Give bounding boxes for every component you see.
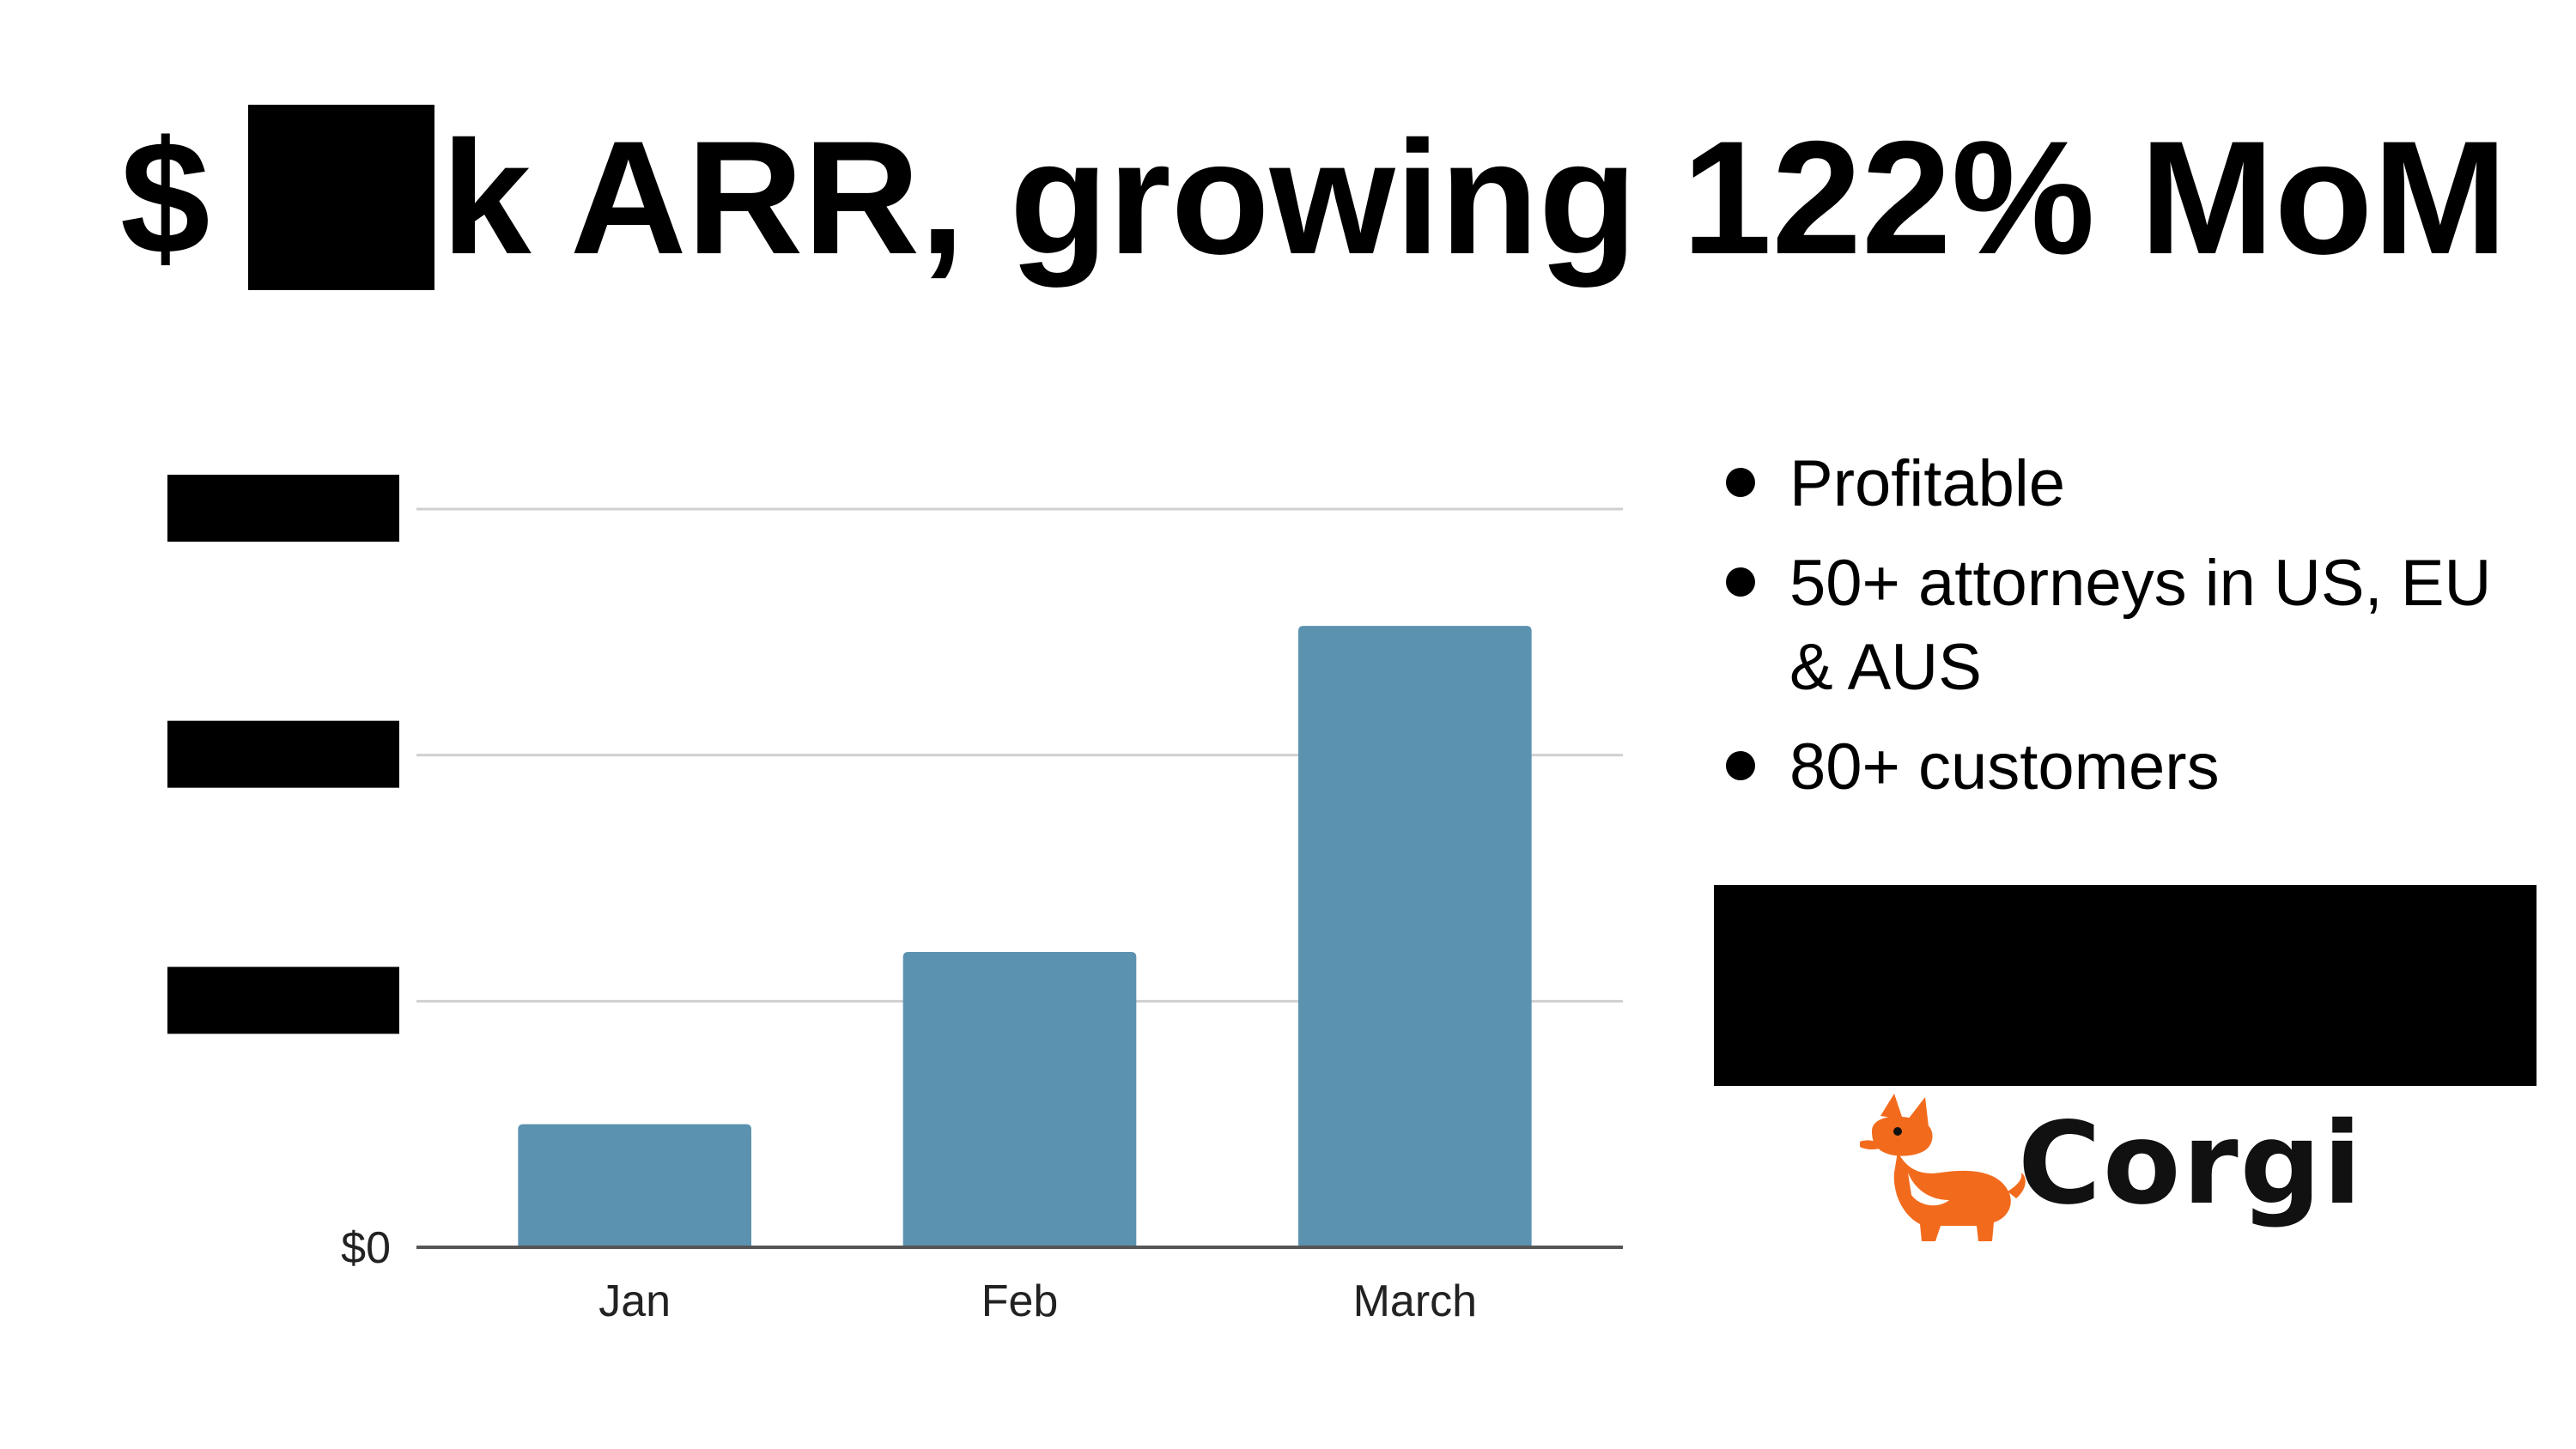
y-tick-label: $0 xyxy=(341,1223,391,1273)
bullet-dot-icon xyxy=(1726,567,1755,597)
corgi-wordmark: Corgi xyxy=(2018,1098,2364,1230)
bullet-item: 80+ customers xyxy=(1717,725,2542,809)
redacted-block xyxy=(1714,885,2537,1086)
bullet-text: Profitable xyxy=(1789,447,2066,520)
title-suffix: k ARR, growing 122% MoM xyxy=(441,107,2507,288)
bar xyxy=(1298,626,1532,1247)
chart-bars xyxy=(518,626,1532,1247)
redacted-tick-label xyxy=(167,967,399,1034)
corgi-dog-icon xyxy=(1860,1094,2026,1241)
redacted-tick-label xyxy=(167,475,399,542)
redacted-tick-label xyxy=(167,720,399,788)
corgi-logo xyxy=(1860,1094,2026,1241)
bar xyxy=(902,952,1137,1247)
title-prefix: $ xyxy=(120,107,210,288)
bullet-text: 50+ attorneys in US, EU & AUS xyxy=(1789,547,2492,704)
slide-title: $ k ARR, growing 122% MoM xyxy=(120,86,2507,309)
x-tick-label: Feb xyxy=(981,1276,1059,1326)
x-tick-label: March xyxy=(1353,1276,1477,1326)
bullet-item: Profitable xyxy=(1717,442,2542,526)
bullet-text: 80+ customers xyxy=(1789,731,2220,803)
bullet-item: 50+ attorneys in US, EU & AUS xyxy=(1717,542,2542,710)
bullet-dot-icon xyxy=(1726,468,1755,497)
redacted-amount xyxy=(247,105,435,290)
chart-labels: $0 Jan Feb March xyxy=(167,475,1477,1326)
bullet-dot-icon xyxy=(1726,751,1755,780)
bar xyxy=(518,1124,751,1247)
highlights-list: Profitable 50+ attorneys in US, EU & AUS… xyxy=(1717,442,2542,825)
x-tick-label: Jan xyxy=(598,1276,671,1326)
